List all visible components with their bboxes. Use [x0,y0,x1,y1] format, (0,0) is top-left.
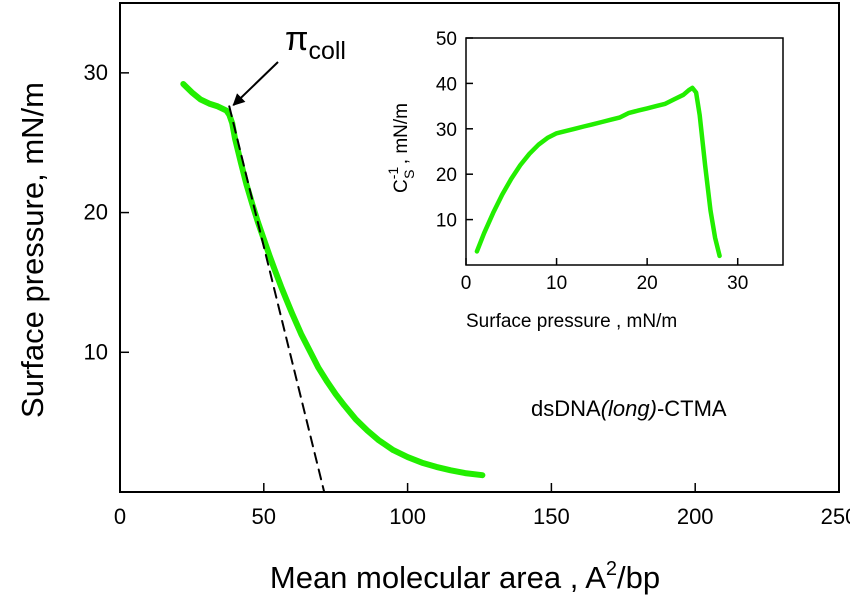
main-y-tick-label: 10 [84,339,108,364]
inset-y-tick-label: 40 [436,74,457,95]
sample-label: dsDNA(long)-CTMA [531,396,727,421]
main-y-ticks: 10 20 30 [84,60,129,364]
inset-y-ticks: 10 20 30 40 50 [436,29,473,232]
main-x-tick-label: 100 [389,504,426,529]
inset-x-tick-label: 10 [546,273,567,294]
pi-coll-annotation: πcoll [232,20,346,106]
main-y-tick-label: 20 [84,200,108,225]
main-plot-frame [119,2,840,493]
inset-y-tick-label: 30 [436,120,457,141]
main-y-tick-label: 30 [84,60,108,85]
inset-y-tick-label: 10 [436,211,457,232]
main-x-tick-label: 50 [252,504,276,529]
pi-coll-arrow [232,61,279,106]
pi-coll-label: πcoll [285,20,346,65]
inset-x-axis-title: Surface pressure , mN/m [466,311,677,332]
inset-x-tick-label: 30 [727,273,748,294]
inset-y-tick-label: 50 [436,29,457,50]
inset-x-ticks: 0 10 20 30 [461,258,748,294]
inset-y-tick-label: 20 [436,165,457,186]
main-y-axis-title: Surface pressure, mN/m [15,82,50,418]
main-tangent-line [228,105,326,493]
main-x-tick-label: 0 [114,504,126,529]
inset-series-group [474,85,722,259]
inset-y-axis-title: C-1S , mN/m [385,103,417,193]
main-data-line [180,81,486,479]
inset-plot-frame [465,37,784,266]
main-x-tick-label: 200 [677,504,714,529]
main-x-axis-title: Mean molecular area , A2/bp [270,558,660,595]
inset-x-tick-label: 20 [637,273,658,294]
main-x-tick-label: 250 [821,504,850,529]
inset-data-line [474,85,722,259]
main-series-group [180,81,486,493]
inset-plot: 0 10 20 30 10 20 30 40 50 Surface pressure , mN… [385,29,784,332]
main-x-ticks: 0 50 100 150 200 250 [114,483,850,529]
main-x-tick-label: 150 [533,504,570,529]
inset-x-tick-label: 0 [461,273,472,294]
